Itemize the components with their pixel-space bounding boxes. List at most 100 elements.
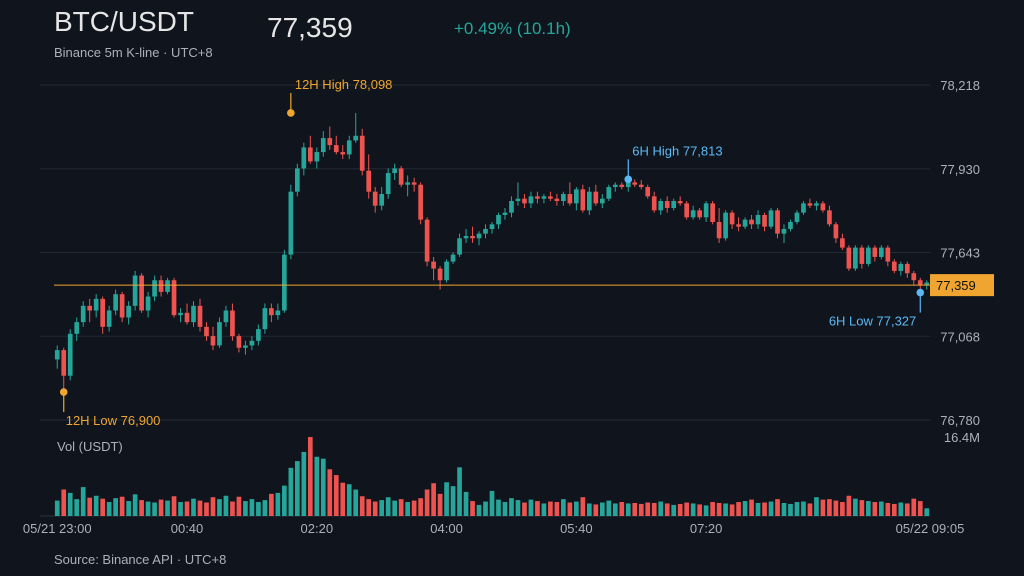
volume-bar	[184, 501, 190, 516]
candle-body	[217, 322, 222, 346]
candle-body	[262, 308, 268, 330]
candle-body	[509, 201, 514, 213]
y-tick-label: 77,068	[940, 329, 980, 344]
x-tick-label: 02:20	[301, 521, 334, 536]
volume-max-label: 16.4M	[944, 430, 980, 445]
candle-body	[80, 305, 86, 323]
volume-bar	[515, 500, 521, 516]
volume-bar	[204, 502, 209, 516]
candle-body	[126, 305, 131, 318]
volume-bar	[775, 499, 780, 516]
candle-body	[236, 336, 242, 348]
candle-body	[165, 280, 170, 292]
volume-bar	[690, 503, 696, 516]
candle-body	[846, 247, 852, 269]
candle-body	[561, 194, 566, 202]
candle-body	[398, 168, 404, 185]
candle-body	[210, 336, 216, 346]
x-tick-label: 05/22 09:05	[896, 521, 965, 536]
candle-body	[359, 135, 365, 171]
volume-bar	[586, 503, 592, 516]
candle-body	[243, 345, 248, 348]
candle-body	[794, 212, 800, 222]
volume-bar	[788, 503, 793, 516]
volume-bar	[736, 502, 741, 516]
volume-bar	[911, 498, 917, 516]
volume-bar	[872, 502, 878, 516]
volume-bar	[593, 504, 599, 516]
volume-bar	[197, 500, 203, 516]
volume-bar	[320, 458, 326, 516]
candle-body	[275, 310, 281, 316]
candle-body	[729, 212, 735, 225]
candle-body	[301, 147, 307, 169]
volume-bar	[716, 502, 722, 516]
volume-bar	[191, 498, 196, 516]
volume-bar	[625, 503, 631, 516]
candle-body	[67, 333, 73, 376]
marker-dot	[624, 175, 633, 184]
volume-bar	[54, 500, 60, 516]
candle-body	[664, 201, 670, 209]
volume-bar	[820, 499, 826, 516]
volume-bar	[113, 498, 118, 516]
candle-body	[191, 305, 196, 323]
candle-body	[197, 305, 203, 327]
candle-body	[327, 138, 333, 146]
volume-bar	[269, 493, 274, 516]
marker-dot	[59, 388, 68, 396]
volume-bar	[243, 501, 248, 516]
volume-bar	[891, 503, 897, 516]
candle-body	[54, 350, 60, 360]
volume-bar	[684, 502, 690, 516]
volume-bar	[489, 490, 495, 516]
candle-body	[353, 135, 359, 141]
volume-bar	[385, 497, 391, 516]
candle-body	[742, 219, 748, 227]
candle-body	[106, 310, 112, 327]
volume-bar	[230, 501, 235, 516]
volume-bar	[632, 502, 638, 516]
current-price-label: 77,359	[936, 278, 976, 293]
y-tick-label: 77,643	[940, 246, 980, 261]
candle-body	[859, 247, 865, 264]
volume-bar	[275, 492, 281, 516]
candle-body	[450, 254, 456, 262]
volume-bar	[372, 501, 378, 516]
candle-body	[100, 298, 106, 327]
candle-body	[917, 280, 923, 285]
volume-bar	[509, 498, 514, 516]
candle-body	[690, 210, 696, 218]
candle-body	[716, 221, 722, 239]
volume-bar	[405, 502, 410, 516]
volume-bar	[671, 504, 677, 516]
candle-body	[580, 189, 586, 211]
volume-bar	[307, 437, 313, 516]
volume-bar	[249, 499, 255, 516]
candle-body	[307, 147, 313, 162]
current-price-tag	[930, 274, 994, 297]
volume-bar	[580, 497, 586, 516]
candle-body	[411, 182, 417, 185]
candle-body	[437, 268, 443, 281]
x-tick-label: 05:40	[560, 521, 593, 536]
candle-body	[444, 261, 449, 281]
volume-bar	[612, 503, 618, 516]
candle-body	[645, 187, 651, 197]
candle-body	[223, 310, 229, 323]
volume-bar	[100, 498, 106, 516]
volume-bar	[807, 503, 813, 516]
candle-body	[866, 247, 871, 264]
candle-body	[541, 196, 547, 199]
candle-body	[677, 201, 683, 204]
volume-bar	[470, 501, 475, 516]
volume-bar	[664, 503, 670, 516]
candle-body	[113, 294, 118, 311]
candle-body	[269, 308, 274, 316]
volume-bar	[210, 497, 216, 516]
volume-bar	[878, 501, 884, 516]
volume-bar	[145, 501, 151, 516]
volume-bar	[340, 482, 346, 516]
candle-body	[833, 224, 839, 239]
